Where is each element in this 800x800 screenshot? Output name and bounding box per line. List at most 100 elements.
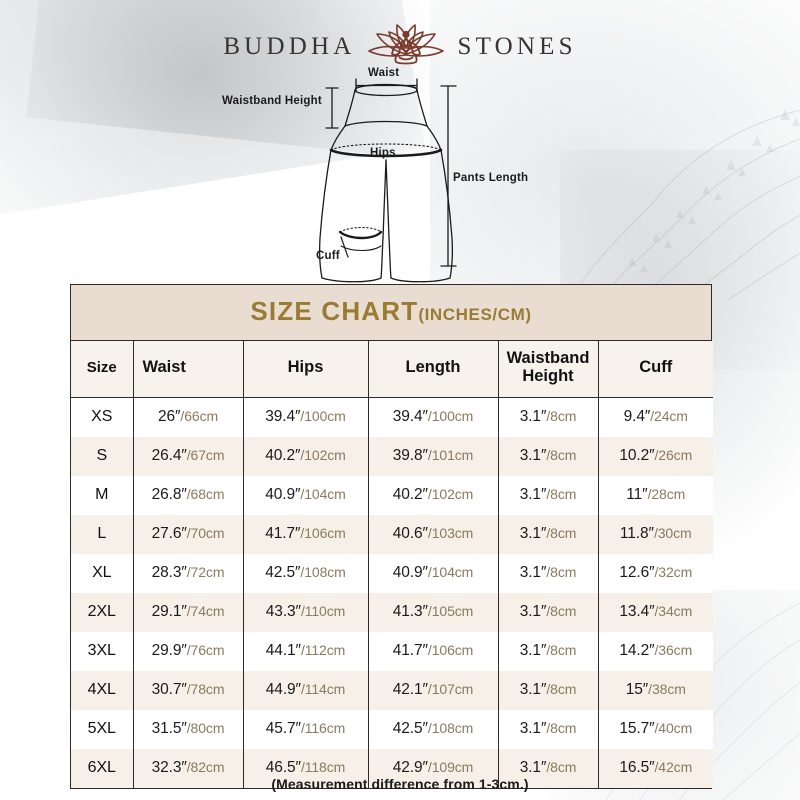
cell-waistband-height: 3.1″/8cm bbox=[498, 514, 599, 554]
cell-length: 42.9″/109cm bbox=[368, 748, 499, 788]
value-inches: 32.3″ bbox=[151, 759, 187, 777]
value-cm: /8cm bbox=[546, 447, 577, 464]
value-cm: /101cm bbox=[427, 447, 474, 464]
cell-waistband-height: 3.1″/8cm bbox=[498, 670, 599, 710]
diagram-label-waistband-height: Waistband Height bbox=[222, 95, 322, 107]
value-inches: 26.8″ bbox=[151, 486, 187, 504]
cell-cuff: 12.6″/32cm bbox=[598, 554, 713, 593]
value-inches: 15″ bbox=[625, 681, 649, 699]
brand-word-left: BUDDHA bbox=[223, 32, 356, 60]
cell-size: 4XL bbox=[71, 670, 134, 710]
cell-waist: 26.8″/68cm bbox=[133, 475, 244, 515]
brand-word-right: STONES bbox=[457, 32, 577, 60]
value-cm: /66cm bbox=[180, 408, 219, 425]
value-cm: /106cm bbox=[300, 525, 346, 542]
value-inches: 40.9″ bbox=[392, 564, 428, 582]
value-inches: 3.1″ bbox=[519, 564, 547, 582]
value-inches: 30.7″ bbox=[151, 681, 187, 699]
value-inches: 28.3″ bbox=[151, 564, 187, 582]
value-inches: 40.9″ bbox=[265, 486, 301, 504]
column-header-waist: Waist bbox=[133, 341, 244, 398]
value-cm: /8cm bbox=[546, 759, 577, 776]
cell-length: 40.2″/102cm bbox=[368, 475, 499, 515]
value-cm: /24cm bbox=[650, 408, 688, 425]
cell-hips: 46.5″/118cm bbox=[243, 748, 369, 788]
cell-cuff: 15″/38cm bbox=[598, 671, 713, 710]
table-row: 4XL 30.7″/78cm 44.9″/114cm 42.1″/107cm 3.1″/… bbox=[71, 670, 713, 710]
waist-bracket bbox=[355, 78, 418, 93]
cell-length: 40.6″/103cm bbox=[368, 514, 499, 554]
column-header-hips: Hips bbox=[243, 341, 369, 398]
cell-length: 41.3″/105cm bbox=[368, 592, 499, 632]
cell-waist: 31.5″/80cm bbox=[133, 709, 244, 749]
value-inches: 40.6″ bbox=[392, 525, 428, 543]
cell-hips: 45.7″/116cm bbox=[243, 709, 369, 749]
cell-size: 5XL bbox=[71, 709, 134, 749]
value-inches: 45.7″ bbox=[265, 720, 301, 738]
lotus-meditation-icon bbox=[368, 24, 445, 65]
value-cm: /32cm bbox=[654, 564, 693, 581]
cell-cuff: 13.4″/34cm bbox=[598, 593, 713, 632]
value-cm: /104cm bbox=[427, 564, 474, 581]
cell-waistband-height: 3.1″/8cm bbox=[498, 397, 599, 437]
cell-cuff: 11″/28cm bbox=[598, 476, 713, 515]
value-cm: /68cm bbox=[186, 486, 225, 503]
cell-waist: 27.6″/70cm bbox=[133, 514, 244, 554]
table-row: 5XL 31.5″/80cm 45.7″/116cm 42.5″/108cm 3.1″/… bbox=[71, 709, 713, 749]
value-cm: /8cm bbox=[546, 642, 577, 659]
value-cm: /102cm bbox=[427, 486, 474, 503]
cell-waistband-height: 3.1″/8cm bbox=[498, 748, 599, 788]
cell-hips: 40.9″/104cm bbox=[243, 475, 369, 515]
cell-hips: 44.1″/112cm bbox=[243, 631, 369, 671]
value-cm: /8cm bbox=[546, 486, 577, 503]
value-inches: 15.7″ bbox=[619, 720, 655, 738]
value-cm: /34cm bbox=[654, 603, 693, 620]
value-inches: 26″ bbox=[157, 408, 181, 426]
value-cm: /109cm bbox=[427, 759, 474, 776]
size-chart-table: Size Waist Hips Length Waistband Height … bbox=[71, 341, 713, 788]
cell-cuff: 15.7″/40cm bbox=[598, 710, 713, 749]
mountain-watermark-icon bbox=[569, 109, 800, 300]
value-cm: /78cm bbox=[186, 681, 225, 698]
value-inches: 42.5″ bbox=[265, 564, 301, 582]
value-cm: /28cm bbox=[647, 486, 686, 503]
value-inches: 27.6″ bbox=[151, 525, 187, 543]
cell-waistband-height: 3.1″/8cm bbox=[498, 592, 599, 632]
cell-size: M bbox=[71, 475, 134, 515]
size-chart-title-unit: (INCHES/CM) bbox=[418, 305, 532, 324]
cell-length: 41.7″/106cm bbox=[368, 631, 499, 671]
value-inches: 3.1″ bbox=[519, 681, 547, 699]
cell-hips: 39.4″/100cm bbox=[243, 397, 369, 437]
value-inches: 3.1″ bbox=[519, 603, 547, 621]
value-cm: /74cm bbox=[186, 603, 225, 620]
value-cm: /8cm bbox=[546, 720, 577, 737]
table-row: S 26.4″/67cm 40.2″/102cm 39.8″/101cm 3.1″/8c… bbox=[71, 436, 713, 476]
value-cm: /100cm bbox=[300, 408, 346, 425]
diagram-label-hips: Hips bbox=[370, 147, 396, 159]
cell-cuff: 11.8″/30cm bbox=[598, 515, 713, 554]
value-cm: /106cm bbox=[427, 642, 474, 659]
ink-wash-top-left-3 bbox=[0, 0, 320, 170]
cell-length: 39.8″/101cm bbox=[368, 436, 499, 476]
value-cm: /116cm bbox=[300, 720, 346, 737]
diagram-label-cuff: Cuff bbox=[316, 250, 340, 262]
cell-waistband-height: 3.1″/8cm bbox=[498, 631, 599, 671]
value-cm: /76cm bbox=[186, 642, 225, 659]
cell-length: 39.4″/100cm bbox=[368, 397, 499, 437]
table-row: L 27.6″/70cm 41.7″/106cm 40.6″/103cm 3.1″/8c… bbox=[71, 514, 713, 554]
value-inches: 39.8″ bbox=[392, 447, 428, 465]
value-cm: /107cm bbox=[427, 681, 474, 698]
cell-cuff: 14.2″/36cm bbox=[598, 632, 713, 671]
value-inches: 43.3″ bbox=[265, 603, 301, 621]
cell-waistband-height: 3.1″/8cm bbox=[498, 553, 599, 593]
value-cm: /8cm bbox=[546, 564, 577, 581]
value-cm: /40cm bbox=[654, 720, 693, 737]
cell-cuff: 10.2″/26cm bbox=[598, 437, 713, 476]
value-cm: /42cm bbox=[654, 759, 693, 776]
value-inches: 29.9″ bbox=[151, 642, 187, 660]
value-cm: /105cm bbox=[427, 603, 474, 620]
value-inches: 39.4″ bbox=[265, 408, 301, 426]
cell-waist: 29.9″/76cm bbox=[133, 631, 244, 671]
value-cm: /8cm bbox=[546, 408, 577, 425]
value-cm: /118cm bbox=[300, 759, 346, 776]
